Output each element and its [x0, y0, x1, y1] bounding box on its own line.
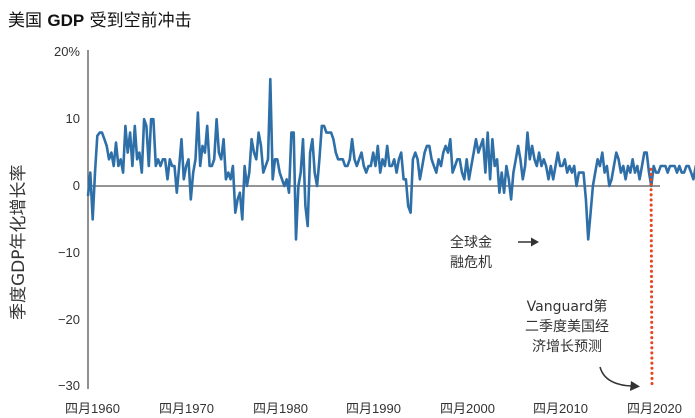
- y-tick-label: −30: [57, 378, 80, 394]
- x-tick-label: 四月2020: [627, 401, 682, 416]
- y-tick-label: −10: [57, 244, 80, 260]
- x-tick-label: 四月2000: [440, 401, 495, 416]
- x-tick-label: 四月1960: [65, 401, 120, 416]
- x-tick-label: 四月2010: [533, 401, 588, 416]
- gdp-series-line: [86, 77, 695, 241]
- annotation-forecast: Vanguard第 二季度美国经 济增长预测: [525, 299, 609, 355]
- x-tick-label: 四月1970: [159, 401, 214, 416]
- y-tick-label: −20: [57, 311, 80, 327]
- chart-title: 美国 GDP 受到空前冲击: [8, 11, 192, 31]
- forecast-arrow-icon: [599, 366, 640, 391]
- y-tick-label: 0: [72, 178, 80, 193]
- y-tick-label: 10: [65, 111, 80, 127]
- x-tick-label: 四月1990: [346, 401, 401, 416]
- x-tick-label: 四月1980: [253, 401, 308, 416]
- gfc-arrow-icon: [518, 237, 539, 247]
- forecast-dotted-line: [649, 167, 654, 388]
- annotation-gfc: 全球金 融危机: [450, 235, 492, 271]
- y-tick-label: 20%: [53, 44, 80, 60]
